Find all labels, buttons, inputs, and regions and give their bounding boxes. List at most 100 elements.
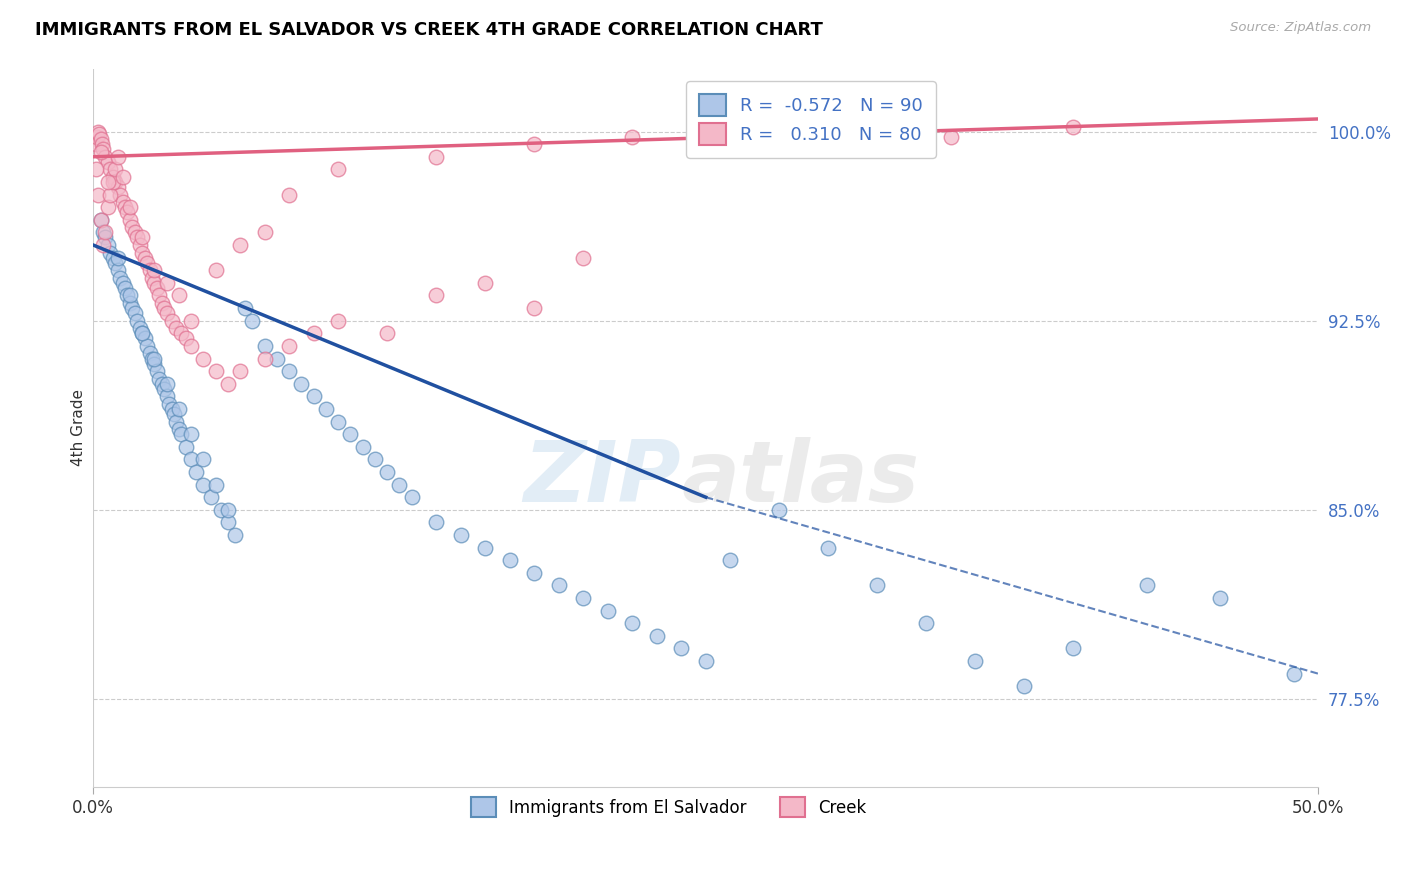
Point [131,326,153,341]
Point [817,541,839,555]
Point [167,288,190,302]
Point [204,263,226,277]
Point [98,162,121,177]
Point [499,553,522,567]
Point [117,205,139,219]
Point [180,339,202,353]
Point [302,326,325,341]
Point [111,169,134,184]
Point [156,376,179,391]
Point [118,296,141,310]
Point [266,351,288,366]
Point [87,187,110,202]
Point [547,578,569,592]
Point [523,566,546,580]
Point [1136,578,1159,592]
Point [217,376,239,391]
Point [204,364,226,378]
Point [104,162,127,177]
Point [141,351,163,366]
Point [170,427,193,442]
Point [98,245,121,260]
Point [180,452,202,467]
Point [97,175,120,189]
Point [180,314,202,328]
Point [572,251,595,265]
Point [148,288,170,302]
Point [138,263,160,277]
Point [645,629,668,643]
Point [425,288,447,302]
Point [90,212,112,227]
Point [364,452,387,467]
Point [167,422,190,436]
Point [425,516,447,530]
Point [121,220,143,235]
Point [146,281,169,295]
Point [131,326,153,341]
Point [157,397,180,411]
Point [204,477,226,491]
Point [94,226,117,240]
Point [166,415,188,429]
Point [965,654,987,668]
Point [90,212,112,227]
Point [117,288,139,302]
Point [156,276,179,290]
Point [328,162,350,177]
Point [143,276,166,290]
Point [523,301,546,315]
Point [134,331,156,345]
Point [425,150,447,164]
Point [101,175,124,189]
Point [101,169,124,184]
Point [138,346,160,360]
Point [290,376,312,391]
Point [160,314,183,328]
Point [523,137,546,152]
Point [118,288,141,302]
Point [401,490,423,504]
Point [339,427,361,442]
Point [94,230,117,244]
Point [1062,641,1084,656]
Point [193,351,215,366]
Point [131,245,153,260]
Point [193,452,215,467]
Point [90,132,112,146]
Point [180,427,202,442]
Point [242,314,264,328]
Point [224,528,246,542]
Point [111,195,134,210]
Point [200,490,222,504]
Point [866,578,889,592]
Point [131,230,153,244]
Point [450,528,472,542]
Point [229,238,252,252]
Point [278,339,301,353]
Point [143,263,166,277]
Point [170,326,193,341]
Point [1012,679,1035,693]
Point [107,251,129,265]
Point [217,516,239,530]
Point [278,364,301,378]
Point [621,129,644,144]
Point [474,541,496,555]
Point [94,150,117,164]
Point [128,321,150,335]
Point [209,503,232,517]
Point [114,200,136,214]
Point [160,401,183,416]
Text: Source: ZipAtlas.com: Source: ZipAtlas.com [1230,21,1371,34]
Point [86,129,108,144]
Point [134,251,156,265]
Point [91,142,114,156]
Point [150,296,173,310]
Point [118,212,141,227]
Point [253,339,276,353]
Point [136,339,159,353]
Point [302,389,325,403]
Text: IMMIGRANTS FROM EL SALVADOR VS CREEK 4TH GRADE CORRELATION CHART: IMMIGRANTS FROM EL SALVADOR VS CREEK 4TH… [35,21,823,38]
Point [474,276,496,290]
